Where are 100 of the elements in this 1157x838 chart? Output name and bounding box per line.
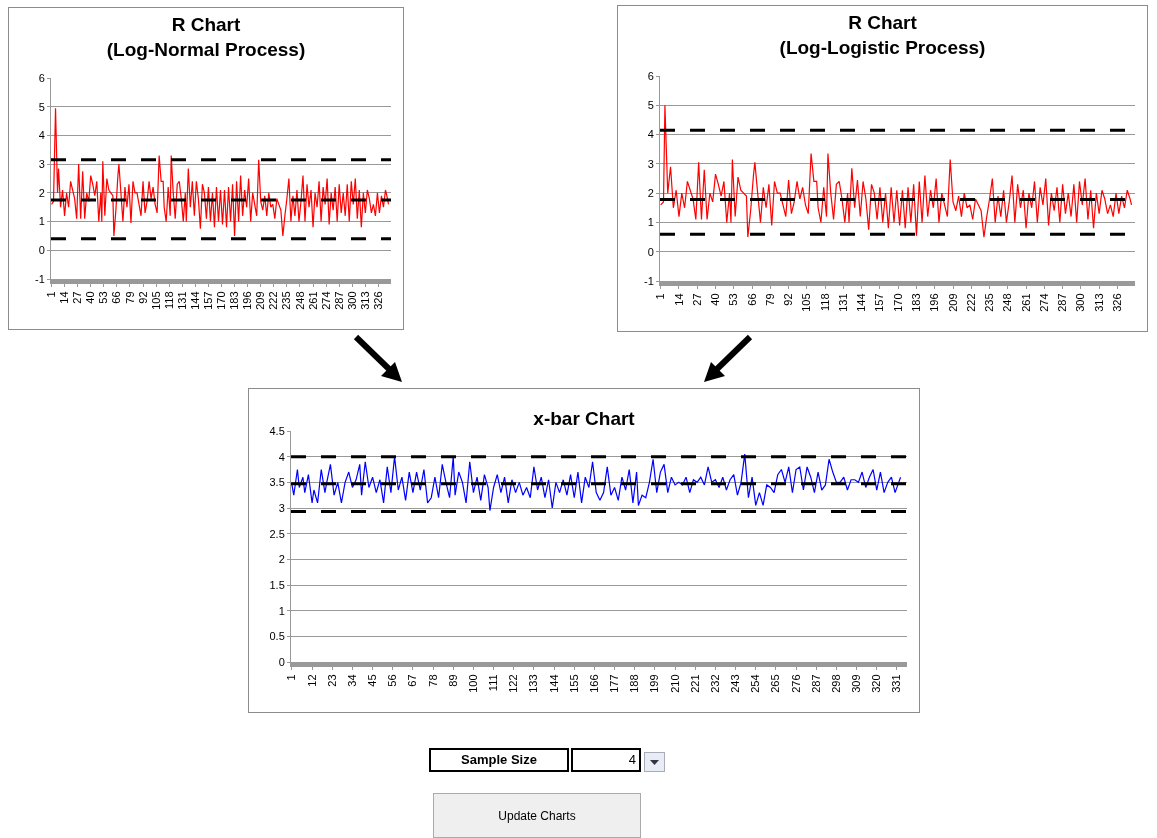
x-tick-label: 34 — [345, 674, 358, 687]
y-tick-label: 2.5 — [269, 527, 285, 540]
y-tick-label: 1.5 — [269, 578, 285, 591]
x-tick-label: 144 — [547, 674, 560, 693]
x-tick-label: 105 — [149, 291, 162, 310]
x-tick-label: 40 — [84, 291, 97, 304]
x-tick-label: 14 — [58, 291, 71, 304]
y-tick-label: 3 — [38, 157, 45, 170]
x-tick-label: 326 — [372, 291, 385, 310]
y-tick-label: 0 — [38, 244, 45, 257]
x-tick-label: 92 — [782, 293, 795, 306]
x-tick-label: 131 — [175, 291, 188, 310]
x-tick-label: 320 — [870, 674, 883, 693]
x-tick-label: 254 — [749, 674, 762, 693]
x-tick-label: 118 — [162, 291, 175, 309]
x-tick-label: 300 — [1074, 293, 1087, 312]
x-tick-label: 248 — [1001, 293, 1014, 312]
x-tick-label: 53 — [727, 293, 740, 306]
y-tick-label: 0 — [278, 655, 285, 668]
chart-title: R Chart (Log-Logistic Process) — [779, 11, 986, 58]
x-tick-label: 309 — [850, 674, 863, 693]
x-tick-label: 183 — [228, 291, 241, 310]
x-tick-label: 23 — [325, 674, 338, 687]
x-tick-label: 66 — [110, 291, 123, 304]
x-tick-label: 53 — [97, 291, 110, 304]
x-tick-label: 12 — [305, 674, 318, 687]
x-tick-label: 331 — [890, 674, 903, 693]
y-tick-label: 4 — [647, 128, 654, 141]
y-tick-label: 2 — [647, 186, 654, 199]
x-tick-label: 92 — [136, 291, 149, 304]
x-tick-label: 232 — [708, 674, 721, 693]
text: Update Charts — [433, 793, 641, 838]
y-tick-label: 5 — [38, 100, 45, 113]
y-tick-label: 3.5 — [269, 476, 285, 489]
x-tick-label: 100 — [466, 674, 479, 693]
x-tick-label: 235 — [280, 291, 293, 310]
x-tick-label: 157 — [202, 291, 214, 310]
y-tick-label: 4 — [38, 129, 45, 142]
x-tick-label: 170 — [891, 293, 904, 312]
x-tick-label: 274 — [1037, 293, 1050, 312]
y-tick-label: 2 — [278, 553, 285, 566]
x-tick-label: 122 — [507, 674, 520, 693]
x-tick-label: 144 — [855, 293, 868, 312]
x-tick-label: 196 — [241, 291, 254, 310]
y-tick-label: 4 — [278, 450, 285, 463]
x-tick-label: 1 — [285, 674, 298, 681]
y-tick-label: 6 — [38, 71, 45, 84]
x-tick-label: 298 — [829, 674, 842, 693]
x-tick-label: 248 — [293, 291, 306, 310]
x-tick-label: 276 — [789, 674, 802, 693]
x-tick-label: 177 — [608, 674, 621, 693]
x-tick-label: 265 — [769, 674, 782, 693]
y-tick-label: 3 — [278, 501, 285, 514]
x-tick-label: 300 — [345, 291, 358, 310]
y-tick-label: 6 — [647, 69, 654, 82]
x-tick-label: 14 — [672, 293, 685, 306]
x-tick-label: 1 — [654, 293, 667, 300]
text: Sample Size — [429, 748, 569, 772]
x-tick-label: 287 — [332, 291, 345, 310]
x-tick-label: 222 — [964, 293, 977, 312]
x-tick-label: 78 — [426, 674, 439, 687]
y-tick-label: -1 — [644, 274, 654, 287]
x-tick-label: 133 — [527, 674, 540, 693]
x-tick-label: 45 — [366, 674, 379, 687]
y-tick-label: 1 — [38, 215, 45, 228]
y-tick-label: 0 — [647, 245, 654, 258]
x-tick-label: 166 — [587, 674, 600, 693]
x-tick-label: 27 — [71, 291, 84, 304]
x-tick-label: 170 — [215, 291, 228, 310]
y-tick-label: 3 — [647, 157, 654, 170]
line-series — [291, 453, 902, 512]
x-tick-label: 210 — [668, 674, 681, 693]
x-tick-label: 40 — [709, 293, 722, 306]
x-tick-label: 111 — [487, 674, 500, 692]
y-tick-label: 1 — [278, 604, 285, 617]
x-tick-label: 261 — [306, 291, 319, 310]
x-tick-label: 199 — [648, 674, 661, 693]
x-tick-label: 79 — [123, 291, 136, 304]
y-tick-label: 1 — [647, 216, 654, 229]
chart-title: R Chart (Log-Normal Process) — [106, 13, 306, 60]
x-tick-label: 287 — [1056, 293, 1069, 312]
y-tick-label: 2 — [38, 186, 45, 199]
x-tick-label: 27 — [690, 293, 703, 306]
y-tick-label: 4.5 — [269, 424, 285, 437]
x-tick-label: 131 — [836, 293, 849, 312]
x-tick-label: 209 — [946, 293, 959, 312]
y-tick-label: 0.5 — [269, 630, 285, 643]
x-tick-label: 66 — [745, 293, 758, 306]
x-tick-label: 89 — [446, 674, 459, 687]
x-tick-label: 313 — [358, 291, 371, 310]
x-tick-label: 105 — [800, 293, 813, 312]
x-tick-label: 313 — [1092, 293, 1105, 312]
x-tick-label: 243 — [729, 674, 742, 693]
x-tick-label: 235 — [983, 293, 996, 312]
x-tick-label: 79 — [763, 293, 776, 306]
x-tick-label: 261 — [1019, 293, 1032, 312]
y-tick-label: -1 — [35, 272, 45, 285]
x-tick-label: 287 — [809, 674, 822, 693]
x-tick-label: 157 — [873, 293, 886, 312]
x-tick-label: 1 — [45, 291, 58, 298]
